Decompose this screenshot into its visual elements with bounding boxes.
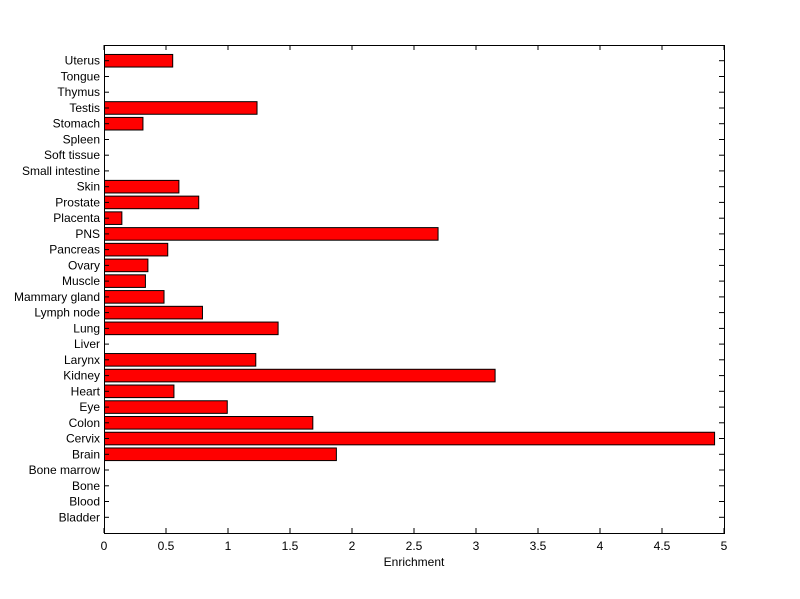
y-tick-label-muscle: Muscle [62, 274, 100, 288]
bar-lymph-node [104, 305, 203, 320]
y-tick-label-testis: Testis [69, 101, 100, 115]
y-tick-label-bone: Bone [72, 479, 100, 493]
x-tick-label: 2 [349, 539, 356, 553]
y-tick-label-kidney: Kidney [63, 369, 100, 383]
y-tick-label-bladder: Bladder [59, 510, 100, 524]
x-tick-label: 2.5 [406, 539, 423, 553]
y-tick-label-lung: Lung [73, 321, 100, 335]
y-tick-label-brain: Brain [72, 447, 100, 461]
y-tick-label-uterus: Uterus [65, 54, 100, 68]
y-tick-label-bone-marrow: Bone marrow [29, 463, 101, 477]
bar-ovary [104, 258, 149, 273]
x-tick-label: 3.5 [530, 539, 547, 553]
x-tick-labels: 0 0.5 1 1.5 2 2.5 3 3.5 4 4.5 5 [101, 539, 728, 553]
y-tick-label-small-intestine: Small intestine [22, 164, 100, 178]
x-axis-title: Enrichment [384, 555, 445, 569]
x-tick-label: 3 [473, 539, 480, 553]
x-tick-label: 1.5 [282, 539, 299, 553]
y-tick-label-soft-tissue: Soft tissue [44, 148, 100, 162]
y-tick-label-skin: Skin [77, 180, 100, 194]
bar-eye [104, 400, 228, 414]
y-tick-label-pancreas: Pancreas [49, 243, 100, 257]
x-tick-label: 4.5 [654, 539, 671, 553]
bars-group [104, 53, 716, 462]
bar-prostate [104, 195, 200, 210]
bar-colon [104, 416, 314, 430]
y-tick-label-stomach: Stomach [53, 117, 100, 131]
y-tick-label-cervix: Cervix [66, 432, 100, 446]
y-tick-label-ovary: Ovary [68, 258, 100, 272]
y-tick-label-colon: Colon [69, 416, 100, 430]
bar-stomach [104, 116, 144, 131]
y-tick-label-larynx: Larynx [64, 353, 100, 367]
bar-larynx [104, 353, 257, 367]
bar-kidney [104, 368, 496, 383]
y-tick-label-blood: Blood [69, 495, 100, 509]
y-tick-label-spleen: Spleen [63, 133, 100, 147]
x-tick-label: 0 [101, 539, 108, 553]
x-tick-label: 1 [225, 539, 232, 553]
x-tick-label: 5 [721, 539, 728, 553]
bar-mammary-gland [104, 290, 165, 304]
bar-testis [104, 101, 258, 115]
y-tick-label-tongue: Tongue [61, 70, 101, 84]
bar-pns [104, 227, 439, 241]
x-tick-label: 0.5 [158, 539, 175, 553]
bar-brain [104, 447, 337, 462]
y-tick-label-prostate: Prostate [55, 195, 100, 209]
bar-pancreas [104, 242, 169, 257]
y-tick-label-thymus: Thymus [57, 85, 100, 99]
bar-uterus [104, 53, 174, 68]
y-tick-label-pns: PNS [75, 227, 100, 241]
y-tick-label-placenta: Placenta [53, 211, 100, 225]
x-tick-label: 4 [597, 539, 604, 553]
y-tick-label-heart: Heart [71, 384, 101, 398]
bar-lung [104, 321, 279, 336]
bar-muscle [104, 274, 146, 288]
y-tick-label-eye: Eye [79, 400, 100, 414]
bar-cervix [104, 431, 716, 446]
y-tick-label-liver: Liver [74, 337, 100, 351]
bar-heart [104, 384, 175, 399]
y-tick-label-lymph-node: Lymph node [34, 306, 100, 320]
ticks-group [103, 45, 725, 533]
y-tick-label-mammary-gland: Mammary gland [14, 290, 100, 304]
bar-skin [104, 179, 180, 194]
